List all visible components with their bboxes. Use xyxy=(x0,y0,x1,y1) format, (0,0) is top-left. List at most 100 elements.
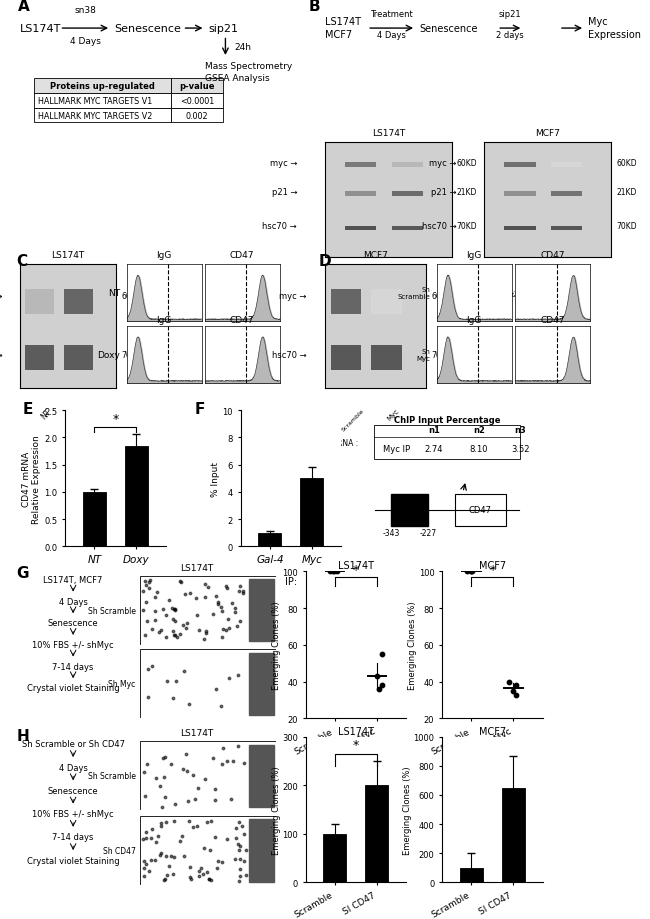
Bar xyxy=(504,226,536,231)
Bar xyxy=(83,493,106,547)
Point xyxy=(374,682,384,697)
Bar xyxy=(391,192,423,197)
Bar xyxy=(371,346,402,370)
Text: IgG: IgG xyxy=(157,315,172,324)
Text: *: * xyxy=(489,563,495,576)
Y-axis label: % Input: % Input xyxy=(211,461,220,496)
Text: 21KD: 21KD xyxy=(457,187,477,197)
Text: 70KD: 70KD xyxy=(122,351,142,359)
Title: LS174T: LS174T xyxy=(338,561,374,571)
Text: hsc70 →: hsc70 → xyxy=(263,221,297,231)
Bar xyxy=(249,580,274,641)
Bar xyxy=(331,346,361,370)
Text: Crystal violet Staining: Crystal violet Staining xyxy=(27,684,120,693)
Bar xyxy=(300,479,324,547)
Bar xyxy=(391,226,423,231)
Y-axis label: CD47 mRNA
Relative Expression: CD47 mRNA Relative Expression xyxy=(22,435,42,523)
Bar xyxy=(258,533,281,547)
Text: Treatment: Treatment xyxy=(370,9,413,18)
Text: CD47: CD47 xyxy=(230,315,254,324)
Text: LS174T: LS174T xyxy=(20,24,61,34)
Text: *: * xyxy=(353,739,359,752)
Text: Si p21: Si p21 xyxy=(398,278,421,301)
Text: F: F xyxy=(195,402,205,416)
Bar xyxy=(249,745,274,807)
Bar xyxy=(502,788,525,882)
Text: 24h: 24h xyxy=(234,43,251,52)
Bar xyxy=(455,494,506,526)
Text: <0.0001: <0.0001 xyxy=(179,96,214,106)
Text: 10% FBS +/- shMyc: 10% FBS +/- shMyc xyxy=(32,810,114,818)
Text: LS174T: LS174T xyxy=(181,729,214,737)
Text: 60KD: 60KD xyxy=(122,291,142,301)
Bar xyxy=(171,108,222,123)
Text: 60KD: 60KD xyxy=(616,159,637,167)
Bar xyxy=(34,108,171,123)
Text: *: * xyxy=(112,413,118,426)
Point xyxy=(462,564,472,579)
Text: 7-14 days: 7-14 days xyxy=(53,662,94,671)
Text: IP:: IP: xyxy=(285,577,297,586)
Text: myc →: myc → xyxy=(280,291,307,301)
Text: 60KD: 60KD xyxy=(457,159,478,167)
Text: 8.10: 8.10 xyxy=(469,445,488,454)
Text: Sh CD47: Sh CD47 xyxy=(103,846,136,855)
Title: LS174T: LS174T xyxy=(338,726,374,736)
Text: Scramble: Scramble xyxy=(341,407,365,432)
Y-axis label: Emerging Clones (%): Emerging Clones (%) xyxy=(272,766,281,854)
Text: GSEA Analysis: GSEA Analysis xyxy=(205,74,270,83)
Text: CD47: CD47 xyxy=(541,251,565,260)
Text: LS174T, MCF7: LS174T, MCF7 xyxy=(44,575,103,584)
Title: MCF7: MCF7 xyxy=(479,726,506,736)
Title: MCF7: MCF7 xyxy=(479,561,506,571)
Text: hsc70 →: hsc70 → xyxy=(422,221,456,231)
Text: 4 Days: 4 Days xyxy=(377,30,406,40)
Text: ChIP Input Percentage: ChIP Input Percentage xyxy=(394,415,500,425)
Text: hsc70 →: hsc70 → xyxy=(272,351,307,359)
Y-axis label: Emerging Clones (%): Emerging Clones (%) xyxy=(403,766,412,854)
Text: 60KD: 60KD xyxy=(432,291,452,301)
Text: 10% FBS +/- shMyc: 10% FBS +/- shMyc xyxy=(32,641,114,650)
Text: Myc: Myc xyxy=(387,407,400,422)
Text: G: G xyxy=(16,565,29,580)
Point xyxy=(511,678,521,693)
Bar xyxy=(64,346,92,370)
Text: LS174T: LS174T xyxy=(51,251,84,260)
Text: 7-14 days: 7-14 days xyxy=(53,833,94,842)
Point xyxy=(324,564,335,579)
Text: Senescence: Senescence xyxy=(48,618,98,628)
Text: sn38: sn38 xyxy=(74,6,96,16)
Point xyxy=(329,564,339,579)
Text: 4 Days: 4 Days xyxy=(70,37,101,45)
Point xyxy=(465,564,476,579)
Text: H: H xyxy=(16,728,29,743)
Text: Crystal violet Staining: Crystal violet Staining xyxy=(27,856,120,865)
Text: 4 Days: 4 Days xyxy=(58,597,88,606)
Bar xyxy=(391,163,423,167)
Text: Myc IP: Myc IP xyxy=(383,445,410,454)
Bar xyxy=(551,192,582,197)
Text: 70KD: 70KD xyxy=(432,351,452,359)
Text: Si Ctrl: Si Ctrl xyxy=(511,278,534,301)
Text: E: E xyxy=(23,402,33,416)
Text: *: * xyxy=(353,563,359,576)
Text: IgG: IgG xyxy=(467,251,482,260)
Y-axis label: Emerging Clones (%): Emerging Clones (%) xyxy=(408,601,417,689)
Text: NT: NT xyxy=(108,289,120,298)
Text: sip21: sip21 xyxy=(499,9,521,18)
Text: HALLMARK MYC TARGETS V1: HALLMARK MYC TARGETS V1 xyxy=(38,96,152,106)
Text: 4 Days: 4 Days xyxy=(58,763,88,772)
Bar xyxy=(374,425,520,460)
Bar xyxy=(344,163,376,167)
Text: MCF7: MCF7 xyxy=(363,251,388,260)
Bar xyxy=(171,79,222,94)
Text: CD47: CD47 xyxy=(230,251,254,260)
Text: LS174T: LS174T xyxy=(325,17,361,27)
Point xyxy=(376,647,387,662)
Text: hsc70 →: hsc70 → xyxy=(0,351,2,359)
Point xyxy=(510,687,521,702)
Text: 2.74: 2.74 xyxy=(425,445,443,454)
Text: 3.52: 3.52 xyxy=(511,445,529,454)
Text: -343: -343 xyxy=(382,528,400,538)
Text: 2 days: 2 days xyxy=(497,30,524,40)
